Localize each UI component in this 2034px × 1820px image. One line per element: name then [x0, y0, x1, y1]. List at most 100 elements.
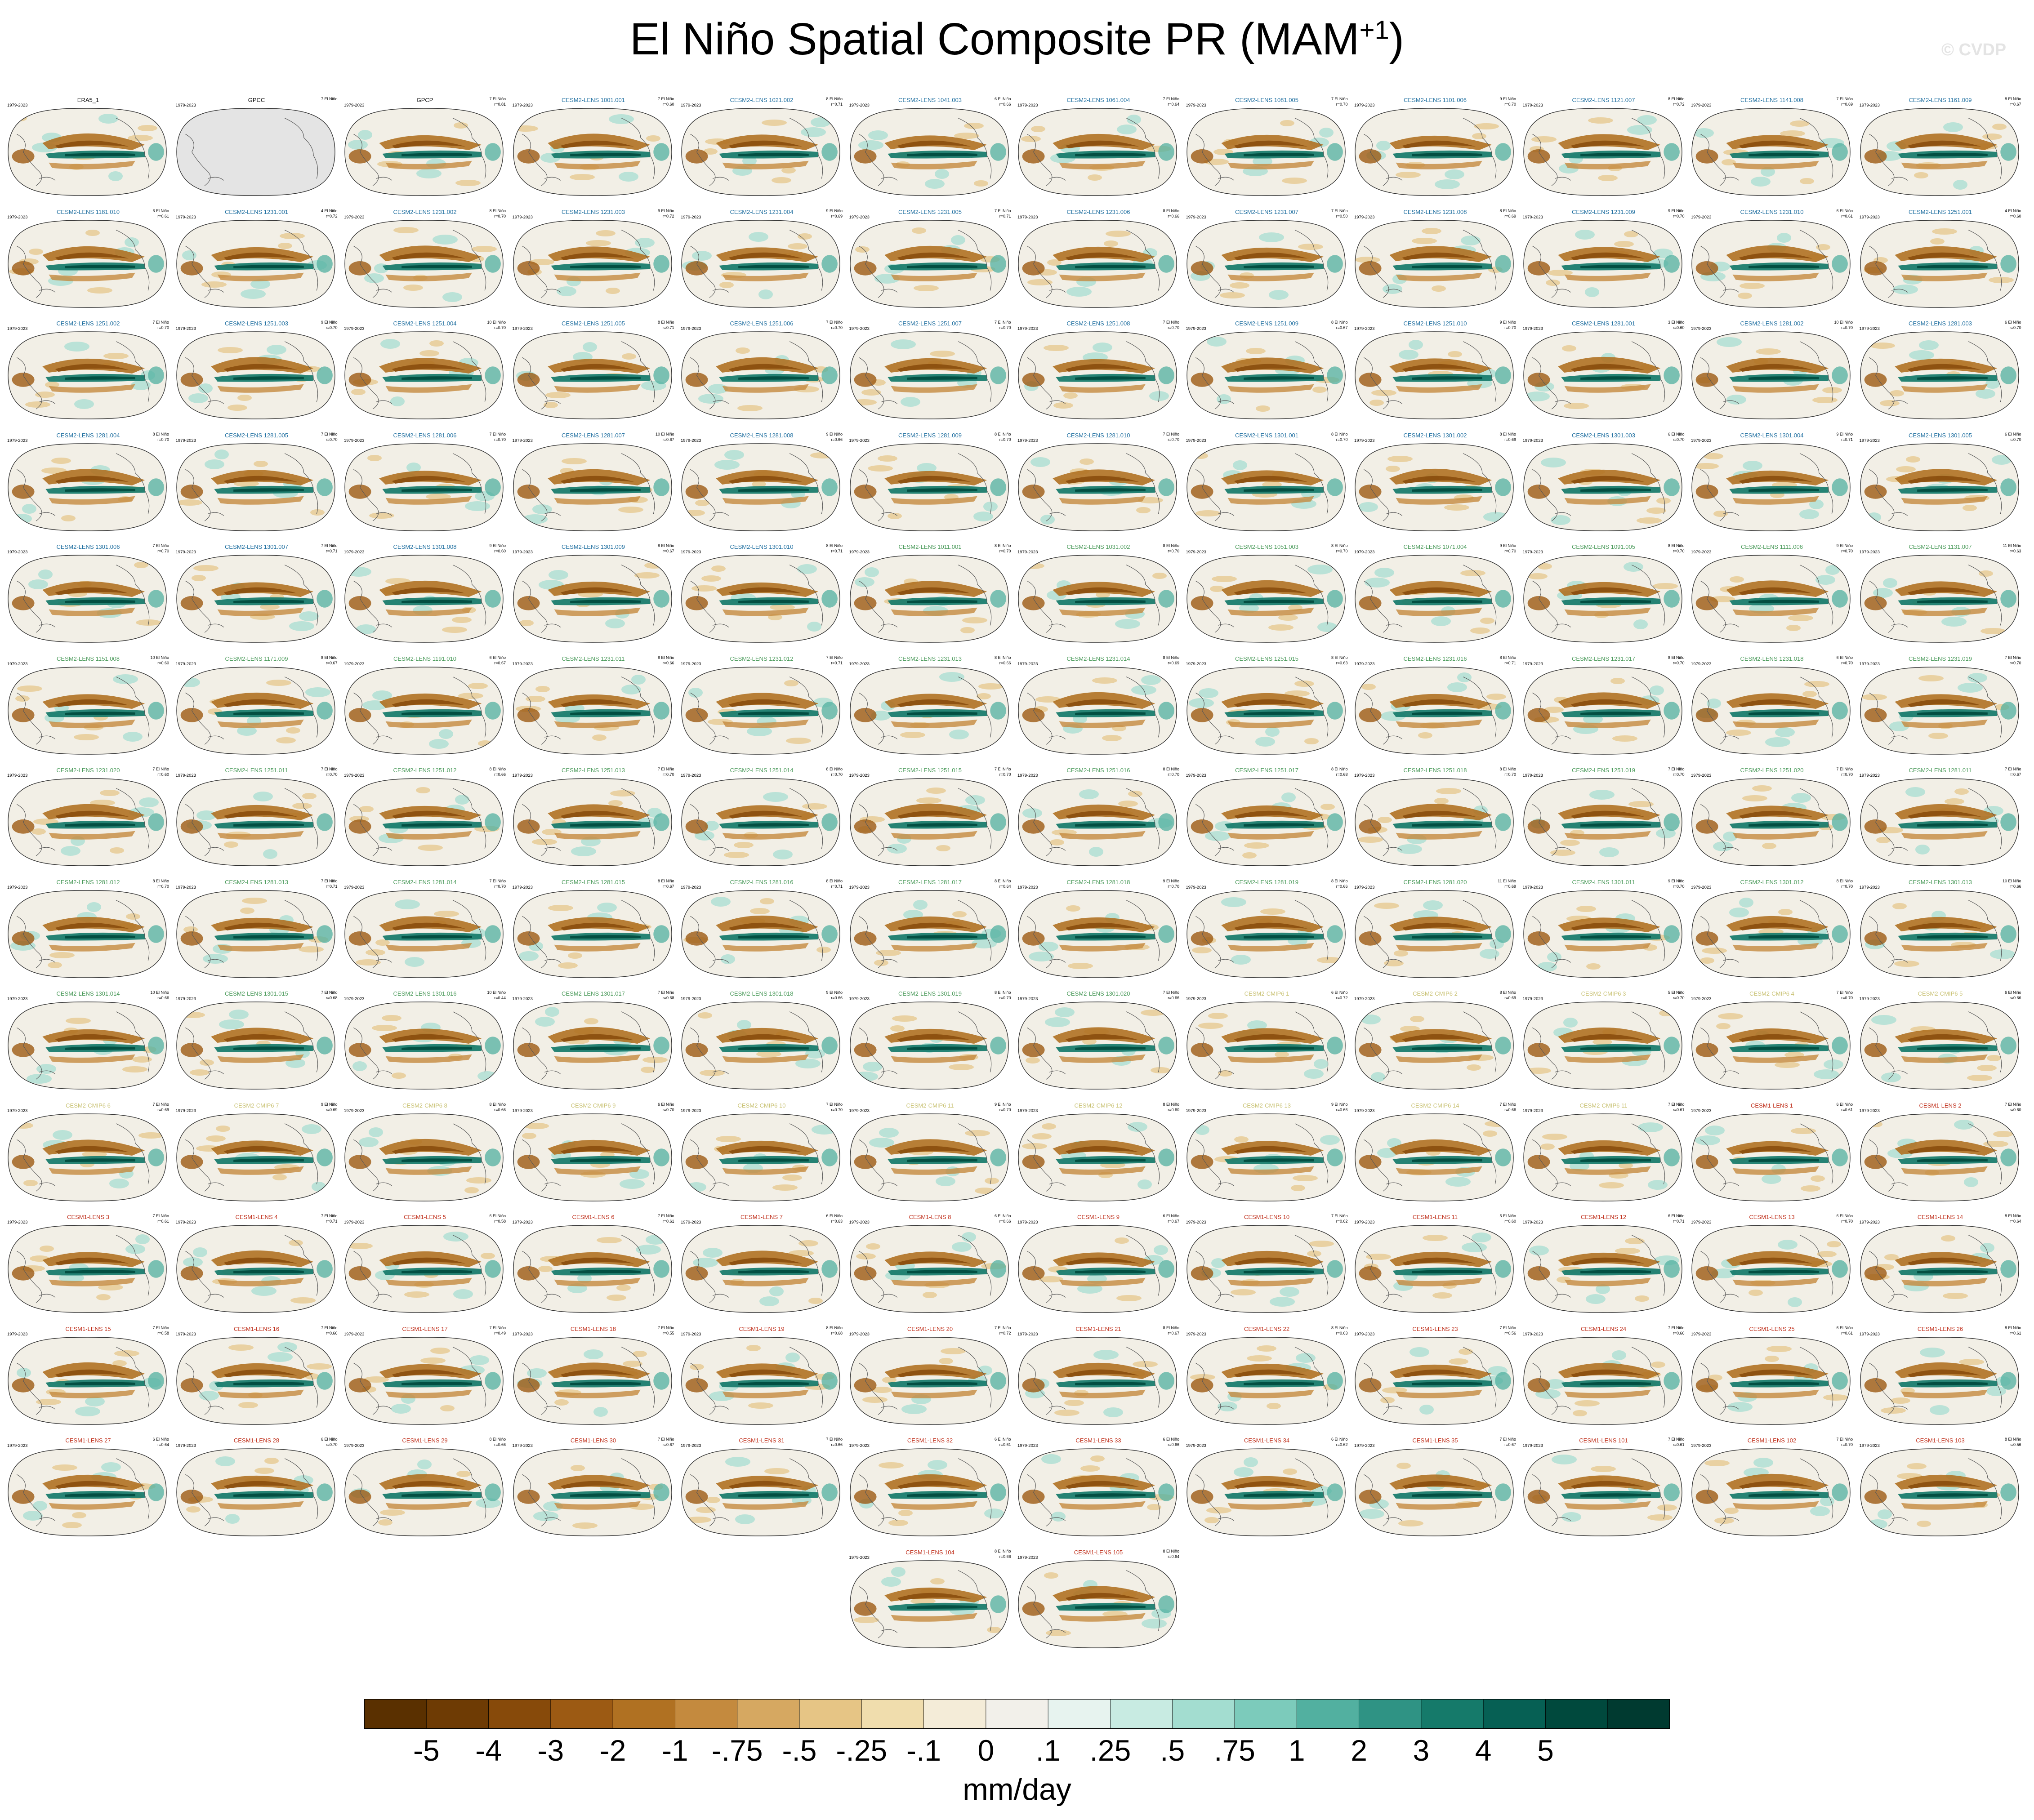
- panel-title: CESM2-CMIP6 6: [66, 1102, 111, 1109]
- coastline-asia-australia: [522, 245, 547, 298]
- coastline-americas: [621, 1011, 655, 1072]
- coastline-americas: [621, 118, 655, 179]
- map-plot: [1523, 1225, 1682, 1313]
- map-panel: CESM2-LENS 1251.010 1979-2023 9 El Niño r=0…: [1354, 320, 1516, 428]
- coastline-americas: [116, 899, 150, 961]
- colorbar-swatch: [923, 1699, 986, 1729]
- dry-anomaly-south: [554, 160, 641, 169]
- anomaly-patch: [558, 962, 578, 969]
- dry-anomaly-south: [1901, 1389, 1988, 1398]
- dry-anomaly-core: [728, 1034, 803, 1042]
- dry-anomaly-south: [554, 943, 641, 952]
- dry-anomaly-south: [554, 1166, 641, 1175]
- wet-anomaly-core: [1243, 376, 1314, 380]
- wet-anomaly-core: [65, 264, 135, 268]
- coastline-newzealand: [1554, 289, 1571, 293]
- map-panel: CESM1-LENS 23 1979-2023 7 El Niño r=0.56: [1354, 1326, 1516, 1433]
- wet-anomaly-east: [1495, 590, 1511, 608]
- wet-anomaly-east: [990, 925, 1006, 943]
- anomaly-patch: [466, 1177, 491, 1184]
- anomaly-patch: [352, 1061, 367, 1071]
- anomaly-patch: [25, 401, 50, 408]
- anomaly-patch: [1963, 1177, 1978, 1187]
- wet-anomaly-east: [1158, 813, 1174, 831]
- anomaly-patch: [236, 725, 257, 736]
- coastline-americas: [1631, 788, 1665, 849]
- coastline-asia-australia: [690, 916, 716, 968]
- coastline-americas: [1631, 1458, 1665, 1519]
- dry-anomaly-core: [728, 587, 803, 596]
- anomaly-patch: [1811, 1175, 1825, 1182]
- wet-anomaly-east: [316, 590, 333, 608]
- coastline-americas: [789, 1346, 823, 1408]
- dry-anomaly-south: [1564, 1389, 1651, 1398]
- panel-pattern-correlation: r=0.71: [1673, 1219, 1685, 1224]
- panel-event-count: 8 El Niño: [994, 432, 1011, 436]
- wet-anomaly-core: [1412, 264, 1482, 268]
- panel-title: CESM1-LENS 19: [739, 1325, 785, 1332]
- coastline-newzealand: [1049, 959, 1066, 963]
- map-panel: CESM2-LENS 1181.010 1979-2023 6 El Niño r=0…: [7, 209, 169, 316]
- panel-title: CESM2-LENS 1301.020: [1066, 990, 1130, 997]
- anomaly-patch: [635, 1245, 661, 1255]
- anomaly-patch: [1762, 843, 1776, 849]
- wet-anomaly-core: [738, 153, 809, 156]
- anomaly-patch: [1585, 1294, 1606, 1304]
- dry-anomaly-west: [1864, 1378, 1887, 1393]
- dry-anomaly-core: [1907, 810, 1981, 819]
- anomaly-patch: [359, 806, 374, 812]
- colorbar-tick-label: 4: [1475, 1734, 1492, 1767]
- wet-anomaly-core: [1749, 1046, 1819, 1050]
- map-boundary: [1860, 1336, 2019, 1425]
- dry-anomaly-south: [217, 384, 304, 393]
- wet-anomaly-east: [1158, 1595, 1174, 1613]
- anomaly-patch: [1636, 517, 1662, 524]
- map-boundary: [849, 1225, 1009, 1313]
- wet-anomaly-east: [316, 1148, 333, 1166]
- colorbar-tick-label: .75: [1214, 1734, 1255, 1767]
- map-boundary: [344, 890, 504, 978]
- anomaly-patch: [264, 1458, 279, 1464]
- dry-anomaly-south: [49, 1277, 135, 1286]
- dry-anomaly-south: [1059, 719, 1146, 728]
- anomaly-patch: [608, 800, 623, 806]
- panel-pattern-correlation: r=0.60: [2009, 1107, 2021, 1112]
- anomaly-patch: [618, 506, 643, 513]
- coastline-americas: [1294, 1346, 1328, 1408]
- panel-event-count: 7 El Niño: [321, 767, 338, 771]
- map-panel: CESM1-LENS 22 1979-2023 8 El Niño r=0.63: [1186, 1326, 1348, 1433]
- coastline-asia-australia: [1195, 1474, 1221, 1526]
- map-panel: CESM2-LENS 1231.017 1979-2023 8 El Niño r=0…: [1523, 655, 1685, 763]
- wet-anomaly-east: [653, 1483, 669, 1501]
- coastline-newzealand: [713, 623, 729, 627]
- panel-period: 1979-2023: [344, 997, 365, 1001]
- anomaly-patch: [608, 114, 634, 124]
- dry-anomaly-south: [385, 943, 472, 952]
- anomaly-patch: [404, 1291, 429, 1298]
- anomaly-patch: [1704, 453, 1723, 459]
- wet-anomaly-core: [1412, 823, 1482, 827]
- panel-period: 1979-2023: [1522, 214, 1543, 220]
- anomaly-patch: [725, 1457, 750, 1467]
- map-boundary: [1860, 555, 2019, 643]
- dry-anomaly-south: [722, 943, 809, 952]
- wet-anomaly-core: [1243, 1493, 1314, 1497]
- coastline-newzealand: [881, 959, 897, 963]
- coastline-newzealand: [1386, 959, 1403, 963]
- panel-period: 1979-2023: [1354, 550, 1375, 555]
- anomaly-patch: [1088, 174, 1102, 181]
- coastline-asia-australia: [353, 245, 379, 298]
- panel-event-count: 9 El Niño: [1331, 1102, 1348, 1107]
- map-panel: CESM2-LENS 1251.011 1979-2023 7 El Niño r=0…: [176, 767, 338, 875]
- panel-pattern-correlation: r=0.70: [1336, 437, 1348, 442]
- coastline-asia-australia: [1532, 916, 1557, 968]
- dry-anomaly-west: [180, 261, 203, 276]
- coastline-asia-australia: [1195, 1139, 1221, 1192]
- coastline-americas: [1631, 899, 1665, 961]
- panel-event-count: 8 El Niño: [1163, 208, 1179, 213]
- coastline-newzealand: [713, 289, 729, 293]
- panel-title: CESM2-LENS 1231.014: [1066, 655, 1130, 662]
- anomaly-patch: [454, 122, 468, 129]
- wet-anomaly-east: [1326, 813, 1343, 831]
- wet-anomaly-core: [570, 934, 641, 939]
